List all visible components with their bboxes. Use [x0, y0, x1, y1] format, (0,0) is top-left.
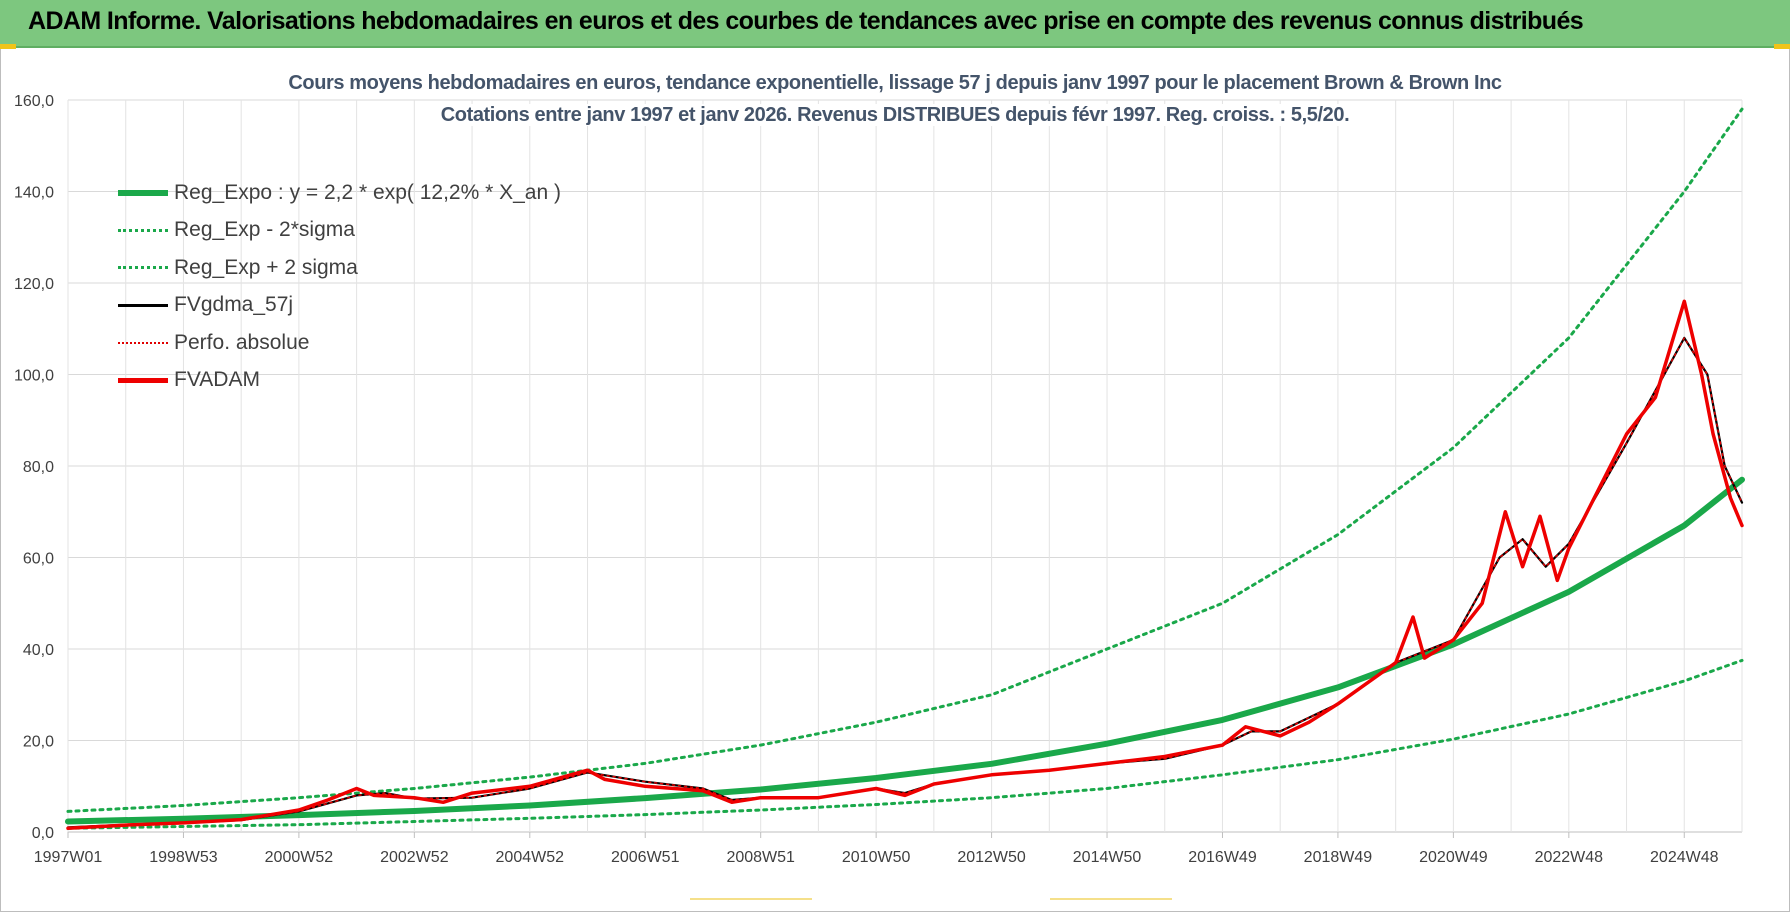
x-tick-label: 2002W52 — [380, 849, 449, 866]
x-tick-label: 2020W49 — [1419, 849, 1488, 866]
x-tick-label: 1997W01 — [34, 849, 103, 866]
series-line-5 — [66, 299, 1744, 831]
legend-label: Perfo. absolue — [174, 330, 310, 354]
chart-subtitle: Cotations entre janv 1997 et janv 2026. … — [0, 104, 1790, 127]
y-tick-label: 120,0 — [14, 276, 54, 293]
series-line-1 — [66, 658, 1744, 830]
x-tick-label: 2010W50 — [842, 849, 911, 866]
legend-label: Reg_Expo : y = 2,2 * exp( 12,2% * X_an ) — [174, 180, 561, 204]
banner-title: ADAM Informe. Valorisations hebdomadaire… — [28, 7, 1584, 35]
legend-item-reg-exp-minus: Reg_Exp - 2*sigma — [118, 212, 561, 250]
legend-swatch-perfo — [118, 341, 168, 344]
legend-item-fvgdma: FVgdma_57j — [118, 287, 561, 325]
legend-item-perfo: Perfo. absolue — [118, 324, 561, 362]
x-tick-label: 2016W49 — [1188, 849, 1257, 866]
legend-item-fvadam: FVADAM — [118, 362, 561, 400]
legend-swatch-fvgdma — [118, 303, 168, 307]
x-tick-label: 2004W52 — [496, 849, 565, 866]
legend-swatch-fvadam — [118, 377, 168, 383]
legend-label: Reg_Exp - 2*sigma — [174, 218, 355, 242]
legend-swatch-reg-exp-minus — [118, 228, 168, 232]
legend-label: FVADAM — [174, 368, 260, 392]
y-tick-label: 40,0 — [23, 642, 54, 659]
y-tick-label: 60,0 — [23, 551, 54, 568]
x-tick-label: 2012W50 — [957, 849, 1026, 866]
legend-label: Reg_Exp + 2 sigma — [174, 255, 358, 279]
x-tick-label: 2014W50 — [1073, 849, 1142, 866]
legend-item-reg-expo: Reg_Expo : y = 2,2 * exp( 12,2% * X_an ) — [118, 174, 561, 212]
legend-swatch-reg-expo — [118, 189, 168, 196]
x-tick-label: 2022W48 — [1535, 849, 1604, 866]
y-tick-label: 160,0 — [14, 93, 54, 110]
bottom-marker — [690, 898, 812, 900]
legend: Reg_Expo : y = 2,2 * exp( 12,2% * X_an )… — [118, 174, 561, 399]
bottom-marker — [1050, 898, 1172, 900]
y-tick-label: 80,0 — [23, 459, 54, 476]
chart-title: Cours moyens hebdomadaires en euros, ten… — [0, 72, 1790, 95]
y-tick-label: 140,0 — [14, 185, 54, 202]
x-tick-label: 2006W51 — [611, 849, 680, 866]
y-tick-label: 0,0 — [32, 825, 54, 842]
series-line-0 — [65, 476, 1745, 825]
x-tick-label: 2018W49 — [1304, 849, 1373, 866]
series-line-2 — [66, 107, 1744, 813]
legend-label: FVgdma_57j — [174, 293, 294, 317]
corner-marker-top-right — [1774, 44, 1790, 49]
y-tick-label: 20,0 — [23, 734, 54, 751]
x-tick-label: 2024W48 — [1650, 849, 1719, 866]
corner-marker-top-left — [0, 44, 16, 49]
x-tick-label: 2008W51 — [726, 849, 795, 866]
x-tick-label: 1998W53 — [149, 849, 218, 866]
y-tick-label: 100,0 — [14, 368, 54, 385]
x-tick-label: 2000W52 — [265, 849, 334, 866]
legend-swatch-reg-exp-plus — [118, 266, 168, 270]
legend-item-reg-exp-plus: Reg_Exp + 2 sigma — [118, 249, 561, 287]
header-banner: ADAM Informe. Valorisations hebdomadaire… — [0, 0, 1790, 48]
